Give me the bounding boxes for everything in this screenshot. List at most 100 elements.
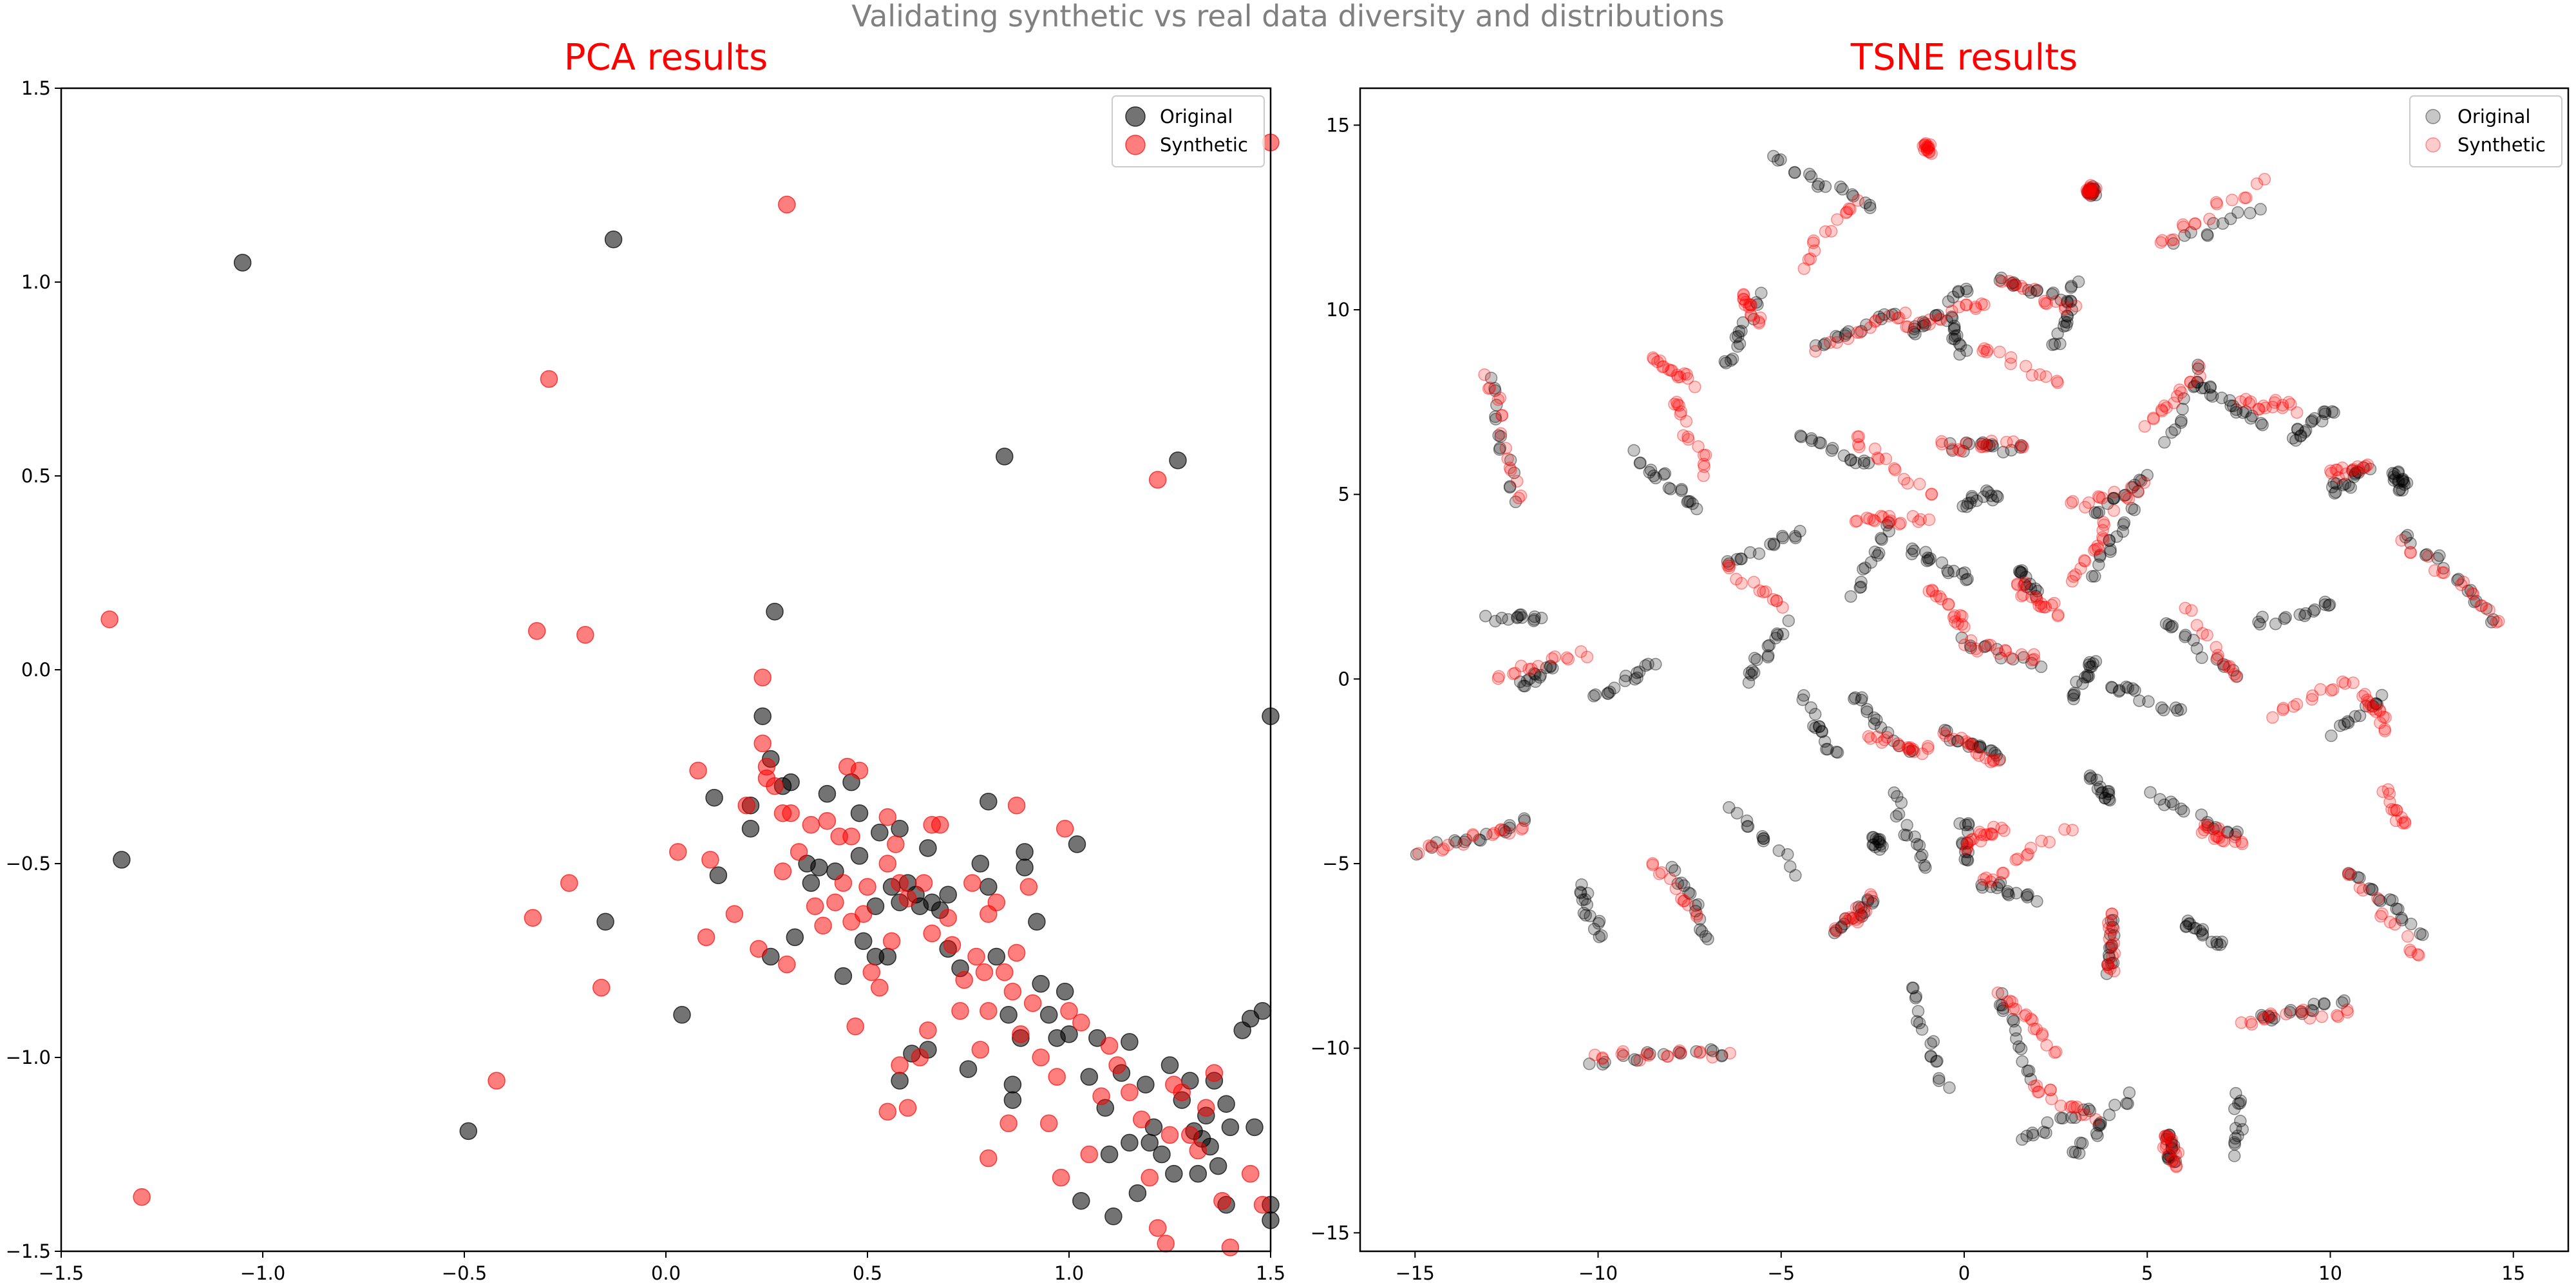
tsne-point-original	[1705, 1043, 1718, 1056]
tsne-point-synthetic	[1956, 610, 1969, 623]
tsne-point-original	[2229, 828, 2242, 841]
tsne-point-original	[2158, 799, 2171, 811]
tsne-point-original	[1978, 640, 1991, 654]
tsne-point-synthetic	[2104, 962, 2117, 975]
tsne-point-original	[1764, 538, 1777, 551]
tsne-point-original	[2237, 406, 2249, 419]
tsne-point-synthetic	[2210, 196, 2223, 209]
tsne-point-synthetic	[1951, 617, 1964, 630]
tsne-point-synthetic	[2351, 460, 2364, 473]
pca-point-original	[1160, 1056, 1179, 1074]
tsne-point-synthetic	[1871, 730, 1884, 743]
tsne-point-original	[1767, 149, 1780, 163]
tsne-point-synthetic	[2169, 1148, 2183, 1161]
tsne-point-synthetic	[1482, 382, 1495, 395]
tsne-point-original	[2210, 936, 2223, 949]
tsne-point-synthetic	[1859, 905, 1873, 918]
tsne-point-original	[1869, 840, 1882, 853]
tsne-point-original	[1592, 917, 1605, 930]
tsne-point-original	[2072, 275, 2085, 289]
tsne-point-original	[2433, 549, 2446, 562]
tsne-point-original	[1533, 670, 1546, 684]
pca-point-synthetic	[891, 1056, 909, 1074]
tsne-point-original	[1952, 285, 1965, 299]
pca-point-synthetic	[1132, 1110, 1151, 1129]
tsne-point-synthetic	[1964, 738, 1978, 751]
tsne-point-original	[1721, 554, 1734, 568]
tsne-ytick-label: −10	[1311, 1037, 1350, 1059]
tsne-point-original	[1994, 652, 2007, 665]
tsne-point-original	[2083, 1104, 2097, 1117]
tsne-point-original	[2072, 1147, 2086, 1160]
tsne-point-synthetic	[1730, 573, 1743, 586]
tsne-point-synthetic	[2390, 804, 2403, 817]
tsne-point-original	[2007, 276, 2020, 289]
tsne-point-original	[2269, 618, 2282, 630]
tsne-point-synthetic	[2332, 471, 2345, 484]
tsne-point-original	[1924, 1050, 1938, 1063]
tsne-point-original	[1996, 446, 2010, 459]
tsne-point-original	[1699, 930, 1712, 943]
tsne-point-original	[1812, 178, 1825, 191]
tsne-point-original	[2126, 481, 2139, 494]
tsne-point-original	[2392, 476, 2405, 489]
tsne-point-synthetic	[1958, 638, 1971, 652]
tsne-point-synthetic	[2395, 811, 2408, 824]
tsne-point-original	[1808, 708, 1822, 721]
tsne-point-synthetic	[1920, 144, 1934, 157]
tsne-point-original	[1960, 282, 1973, 296]
tsne-point-original	[1871, 549, 1884, 562]
tsne-point-original	[2217, 658, 2230, 671]
tsne-point-original	[2167, 1139, 2181, 1152]
tsne-point-original	[1668, 864, 1681, 877]
tsne-point-synthetic	[2105, 924, 2118, 937]
tsne-point-synthetic	[1974, 835, 1987, 848]
tsne-point-synthetic	[2089, 543, 2102, 556]
tsne-point-original	[1601, 687, 1614, 700]
tsne-point-synthetic	[1993, 345, 2006, 359]
tsne-point-original	[2161, 1130, 2174, 1142]
tsne-point-original	[2318, 598, 2332, 611]
tsne-point-original	[1716, 1048, 1728, 1062]
tsne-point-synthetic	[2051, 609, 2065, 623]
tsne-point-synthetic	[1975, 298, 1988, 310]
tsne-point-original	[2067, 1145, 2079, 1159]
tsne-point-synthetic	[2040, 297, 2053, 310]
pca-point-original	[854, 932, 873, 951]
pca-point-synthetic	[955, 971, 973, 989]
pca-title: PCA results	[564, 37, 768, 79]
tsne-point-original	[1993, 274, 2007, 287]
tsne-point-original	[1678, 879, 1690, 893]
tsne-point-synthetic	[2038, 600, 2050, 614]
tsne-point-original	[1804, 432, 1818, 445]
tsne-point-synthetic	[2184, 375, 2197, 389]
tsne-point-original	[2396, 913, 2409, 927]
tsne-point-original	[2365, 883, 2378, 896]
tsne-point-synthetic	[2105, 907, 2118, 921]
tsne-point-original	[2065, 303, 2078, 316]
tsne-point-synthetic	[2025, 1014, 2039, 1027]
pca-point-original	[1068, 835, 1086, 853]
tsne-point-synthetic	[1616, 1045, 1629, 1058]
tsne-point-synthetic	[1546, 652, 1558, 665]
tsne-point-synthetic	[2264, 1007, 2277, 1020]
tsne-point-synthetic	[2080, 184, 2093, 196]
tsne-point-synthetic	[1901, 741, 1915, 754]
pca-point-original	[113, 851, 131, 869]
tsne-point-synthetic	[2228, 835, 2242, 848]
tsne-point-original	[2133, 694, 2146, 707]
tsne-point-synthetic	[1924, 138, 1937, 151]
tsne-point-synthetic	[1986, 873, 2000, 886]
tsne-point-synthetic	[2159, 1130, 2172, 1142]
pca-point-original	[919, 839, 937, 857]
tsne-point-original	[2396, 473, 2409, 486]
tsne-point-synthetic	[1954, 609, 1967, 622]
tsne-point-synthetic	[2177, 220, 2190, 233]
tsne-point-original	[1922, 553, 1935, 567]
pca-point-synthetic	[592, 978, 611, 997]
tsne-point-synthetic	[2022, 848, 2034, 860]
tsne-point-original	[2163, 1128, 2176, 1141]
tsne-point-synthetic	[1839, 206, 1853, 220]
tsne-point-original	[2025, 657, 2038, 670]
tsne-point-synthetic	[1922, 142, 1935, 155]
